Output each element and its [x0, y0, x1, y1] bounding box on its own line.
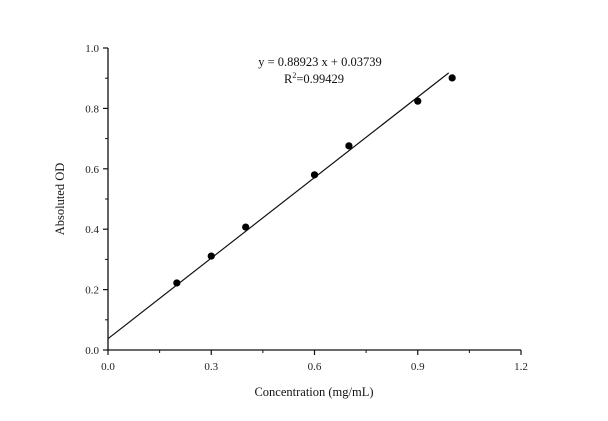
- data-point: [345, 142, 353, 150]
- y-tick-label: 1.0: [85, 43, 99, 55]
- chart-text: Concentration (mg/mL) Absoluted OD y = 0…: [53, 55, 382, 399]
- y-tick-label: 0.8: [85, 103, 99, 115]
- x-axis-title: Concentration (mg/mL): [254, 385, 373, 399]
- axes: 0.0 0.3 0.6 0.9 1.2 0.0 0.2 0.4 0.6 0.8 1.0: [85, 43, 528, 373]
- x-tick-label: 0.0: [101, 361, 115, 373]
- fit-line: [107, 72, 450, 340]
- y-tick-label: 0.2: [85, 285, 99, 297]
- x-tick-label: 0.3: [204, 361, 218, 373]
- data-point: [207, 252, 215, 260]
- data-point: [448, 74, 456, 82]
- y-tick-label: 0.4: [85, 224, 99, 236]
- regression-line: [107, 72, 450, 340]
- data-point: [310, 171, 319, 179]
- x-tick-label: 0.9: [411, 361, 425, 373]
- data-point: [242, 223, 250, 231]
- data-points: [173, 74, 456, 287]
- x-tick-label: 1.2: [514, 361, 528, 373]
- y-tick-label: 0.6: [85, 164, 99, 176]
- y-axis-title: Absoluted OD: [53, 163, 67, 236]
- data-point: [414, 97, 422, 105]
- data-point: [173, 279, 181, 287]
- regression-equation: y = 0.88923 x + 0.03739: [258, 55, 381, 69]
- x-tick-label: 0.6: [308, 361, 322, 373]
- r-squared: R2=0.99429: [284, 71, 344, 86]
- y-tick-label: 0.0: [85, 345, 99, 357]
